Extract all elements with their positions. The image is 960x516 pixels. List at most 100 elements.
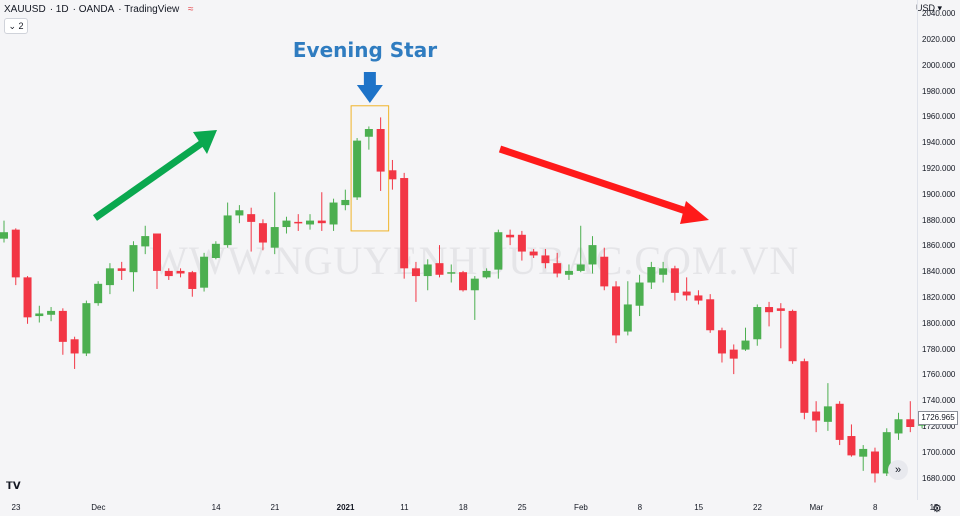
candle-bull[interactable] [329, 202, 338, 225]
candle-bull[interactable] [894, 419, 903, 434]
candle-bear[interactable] [411, 268, 420, 277]
candle-bear[interactable] [176, 270, 185, 274]
candle-bull[interactable] [470, 278, 479, 291]
candle-bull[interactable] [647, 267, 656, 283]
candle-bull[interactable] [635, 282, 644, 306]
candle-bear[interactable] [23, 277, 32, 318]
candle-bull[interactable] [270, 227, 279, 248]
candle-bear[interactable] [164, 270, 173, 277]
candle-bull[interactable] [364, 129, 373, 137]
candle-bear[interactable] [906, 419, 915, 427]
candle-bear[interactable] [317, 220, 326, 224]
time-tick-label: 2021 [336, 503, 355, 512]
candle-bull[interactable] [882, 432, 891, 474]
candle-bull[interactable] [482, 270, 491, 278]
candle-bear[interactable] [706, 299, 715, 331]
symbol-header[interactable]: XAUUSD · 1D · OANDA · TradingView ≈ [4, 4, 194, 15]
candle-bull[interactable] [235, 210, 244, 216]
candle-bull[interactable] [564, 270, 573, 275]
candle-bear[interactable] [600, 256, 609, 287]
candle-bull[interactable] [576, 264, 585, 271]
candle-bear[interactable] [247, 214, 256, 222]
candle-bear[interactable] [729, 349, 738, 359]
candle-bull[interactable] [588, 245, 597, 265]
candle-bull[interactable] [82, 303, 91, 354]
candle-bull[interactable] [741, 340, 750, 350]
time-tick-label: 15 [929, 503, 939, 512]
evening-star-box[interactable] [350, 105, 390, 232]
candle-bear[interactable] [117, 268, 126, 271]
candle-bear[interactable] [812, 411, 821, 421]
candle-bear[interactable] [694, 295, 703, 301]
candle-bull[interactable] [859, 448, 868, 457]
candle-bear[interactable] [800, 361, 809, 413]
candle-bear[interactable] [788, 310, 797, 362]
candle-bull[interactable] [447, 272, 456, 274]
candle-bear[interactable] [294, 221, 303, 224]
candle-bear[interactable] [541, 255, 550, 264]
time-tick-label: 8 [872, 503, 878, 512]
candle-bear[interactable] [553, 263, 562, 274]
candle-bull[interactable] [47, 310, 56, 315]
candle-bear[interactable] [258, 223, 267, 243]
settings-gear-icon[interactable]: ⚙ [932, 503, 942, 515]
platform-label: TradingView [124, 4, 180, 15]
time-tick-label: 21 [270, 503, 280, 512]
candle-bear[interactable] [670, 268, 679, 293]
candle-bull[interactable] [306, 220, 315, 225]
candle-bear[interactable] [870, 451, 879, 474]
candle-bear[interactable] [517, 234, 526, 252]
candle-bear[interactable] [376, 129, 385, 172]
price-axis-border [917, 0, 918, 500]
candle-bull[interactable] [823, 406, 832, 422]
candle-bear[interactable] [847, 436, 856, 456]
candle-bull[interactable] [353, 140, 362, 198]
downtrend-arrow-head[interactable] [680, 201, 709, 224]
candle-bear[interactable] [612, 286, 621, 336]
candle-bear[interactable] [682, 291, 691, 296]
candle-bear[interactable] [776, 308, 785, 311]
candle-bull[interactable] [753, 307, 762, 340]
time-tick-label: 23 [11, 503, 21, 512]
uptrend-arrow-head[interactable] [193, 130, 217, 154]
candle-bear[interactable] [717, 330, 726, 354]
candle-bull[interactable] [223, 215, 232, 246]
tradingview-logo-icon[interactable]: 𝗧𝗩 [6, 481, 21, 492]
candle-bull[interactable] [423, 264, 432, 277]
candle-bear[interactable] [188, 272, 197, 289]
candle-bear[interactable] [459, 272, 468, 291]
currency-selector[interactable]: USD ▾ [915, 3, 942, 13]
candle-bear[interactable] [153, 233, 162, 271]
price-tick-label: 1940.000 [922, 138, 956, 148]
candle-bear[interactable] [529, 251, 538, 256]
candle-bear[interactable] [506, 234, 515, 238]
candle-bear[interactable] [388, 170, 397, 180]
scroll-to-realtime-button[interactable]: » [888, 460, 908, 480]
candle-bull[interactable] [0, 232, 8, 239]
candle-bear[interactable] [835, 403, 844, 440]
candle-bear[interactable] [70, 339, 79, 354]
candle-bear[interactable] [11, 229, 20, 278]
candle-bull[interactable] [623, 304, 632, 332]
candle-bull[interactable] [94, 283, 103, 304]
candle-bear[interactable] [435, 263, 444, 275]
candle-bull[interactable] [35, 313, 44, 317]
candle-bull[interactable] [105, 268, 114, 286]
candle-bull[interactable] [659, 268, 668, 275]
candle-bull[interactable] [282, 220, 291, 228]
downtrend-arrow-shaft[interactable] [498, 145, 694, 217]
candle-bear[interactable] [58, 310, 67, 342]
price-tick-label: 1960.000 [922, 112, 956, 122]
candle-bull[interactable] [211, 243, 220, 259]
candle-bull[interactable] [129, 245, 138, 273]
candle-bull[interactable] [200, 256, 209, 288]
candle-bear[interactable] [400, 178, 409, 269]
candle-bear[interactable] [765, 307, 774, 313]
candle-bull[interactable] [141, 236, 150, 247]
evening-star-arrow[interactable] [356, 72, 383, 103]
candle-bull[interactable] [494, 232, 503, 270]
indicator-collapse-button[interactable]: ⌄ 2 [4, 18, 28, 34]
uptrend-arrow-shaft[interactable] [92, 140, 205, 221]
candle-bull[interactable] [341, 199, 350, 206]
